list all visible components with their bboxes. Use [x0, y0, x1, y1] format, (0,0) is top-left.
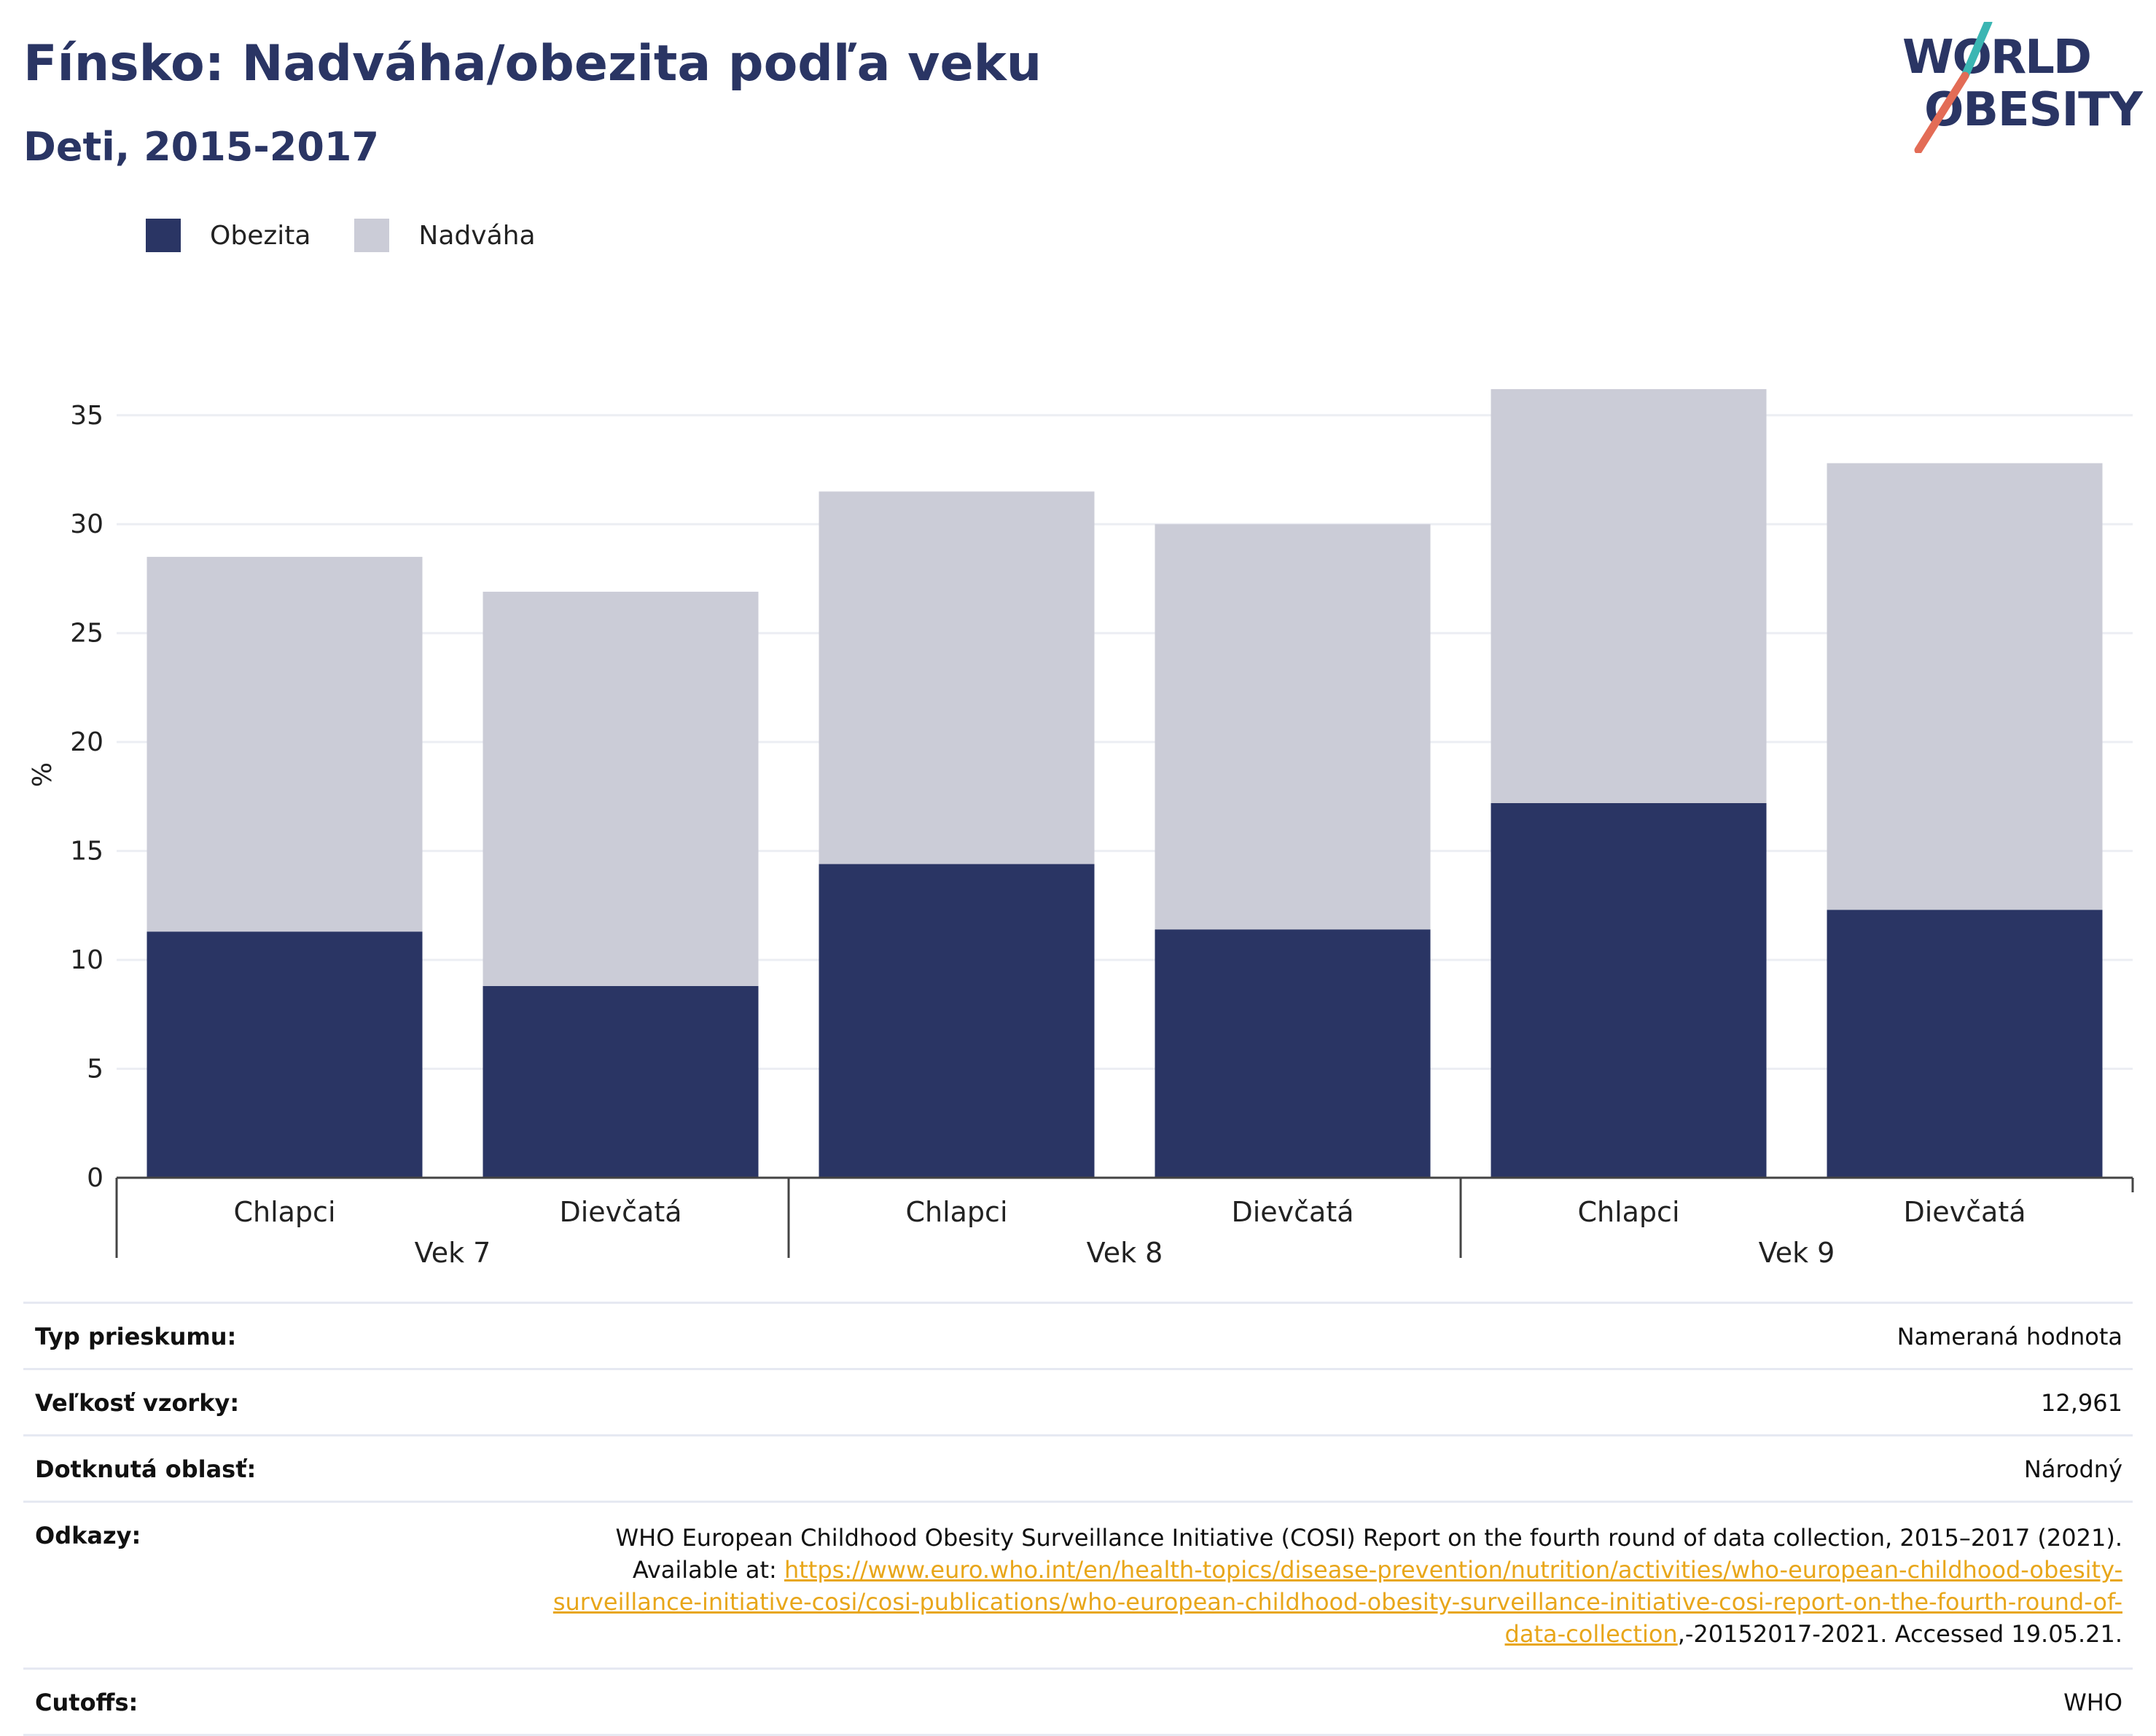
- x-group-label: Vek 8: [1087, 1237, 1163, 1269]
- sample-size-label: Veľkosť vzorky:: [35, 1389, 240, 1417]
- legend-item-obezita: Obezita: [146, 219, 310, 252]
- bar-obezita: [483, 985, 759, 1178]
- references-value: WHO European Childhood Obesity Surveilla…: [519, 1522, 2133, 1650]
- area-label: Dotknutá oblasť:: [35, 1455, 257, 1483]
- x-category-label: Dievčatá: [1231, 1196, 1354, 1228]
- legend-item-nadvaha: Nadváha: [354, 219, 536, 252]
- references-label: Odkazy:: [35, 1522, 141, 1549]
- y-tick-label: 20: [70, 727, 103, 757]
- info-row-references: Odkazy: WHO European Childhood Obesity S…: [23, 1501, 2133, 1667]
- x-group-label: Vek 9: [1759, 1237, 1835, 1269]
- y-tick-label: 30: [70, 509, 103, 539]
- chart-subtitle: Deti, 2015-2017: [23, 124, 380, 170]
- stacked-bar-chart: 0 5 10 15 20 25 30 35% Chlapci Dievčatá Chlapci Die…: [28, 388, 2134, 1269]
- references-accessed: ,-20152017-2021. Accessed 19.05.21.: [1677, 1620, 2122, 1648]
- survey-type-label: Typ prieskumu:: [35, 1323, 237, 1350]
- bar-obezita: [819, 864, 1095, 1178]
- y-tick-label: 0: [87, 1163, 103, 1193]
- survey-type-value: Nameraná hodnota: [1897, 1323, 2122, 1350]
- y-tick-label: 35: [70, 401, 103, 431]
- legend-swatch-nadvaha: [354, 219, 390, 252]
- bar-obezita: [1155, 929, 1431, 1178]
- legend-swatch-obezita: [146, 219, 181, 252]
- cutoffs-label: Cutoffs:: [35, 1689, 138, 1716]
- bar-nadv-ha: [1491, 388, 1767, 803]
- bar-nadv-ha: [483, 591, 759, 986]
- x-category-label: Chlapci: [1577, 1196, 1679, 1228]
- bar-obezita: [147, 931, 423, 1178]
- y-tick-label: 15: [70, 837, 103, 867]
- y-tick-label: 10: [70, 945, 103, 975]
- references-link[interactable]: https://www.euro.who.int/en/health-topic…: [552, 1556, 2122, 1648]
- area-value: Národný: [2023, 1455, 2122, 1483]
- x-category-label: Chlapci: [233, 1196, 335, 1228]
- y-tick-label: 25: [70, 619, 103, 649]
- bar-nadv-ha: [147, 557, 423, 932]
- info-table: Typ prieskumu: Nameraná hodnota Veľkosť …: [23, 1302, 2133, 1736]
- legend-label-nadvaha: Nadváha: [418, 220, 536, 251]
- bar-obezita: [1827, 910, 2103, 1178]
- cutoffs-value: WHO: [2063, 1689, 2122, 1716]
- sample-size-value: 12,961: [2041, 1389, 2122, 1417]
- x-category-label: Chlapci: [905, 1196, 1007, 1228]
- info-row-area: Dotknutá oblasť: Národný: [23, 1434, 2133, 1501]
- legend-label-obezita: Obezita: [210, 220, 311, 251]
- svg-text:OBESITY: OBESITY: [1924, 83, 2143, 137]
- info-row-sample-size: Veľkosť vzorky: 12,961: [23, 1368, 2133, 1434]
- x-group-label: Vek 7: [415, 1237, 491, 1269]
- bar-nadv-ha: [1155, 524, 1431, 930]
- info-row-cutoffs: Cutoffs: WHO: [23, 1667, 2133, 1736]
- references-text: WHO European Childhood Obesity Surveilla…: [615, 1524, 2123, 1584]
- info-row-survey-type: Typ prieskumu: Nameraná hodnota: [23, 1302, 2133, 1368]
- chart-title: Fínsko: Nadváha/obezita podľa veku: [23, 35, 1042, 93]
- bar-obezita: [1491, 802, 1767, 1178]
- x-category-label: Dievčatá: [559, 1196, 681, 1228]
- svg-text:WORLD: WORLD: [1902, 31, 2092, 85]
- y-axis-label: %: [28, 762, 58, 787]
- x-category-label: Dievčatá: [1903, 1196, 2026, 1228]
- bar-nadv-ha: [1827, 463, 2103, 910]
- y-tick-label: 5: [87, 1055, 103, 1084]
- chart-legend: Obezita Nadváha: [146, 219, 579, 252]
- bar-nadv-ha: [819, 491, 1095, 864]
- world-obesity-logo: WORLD OBESITY: [1902, 22, 2143, 153]
